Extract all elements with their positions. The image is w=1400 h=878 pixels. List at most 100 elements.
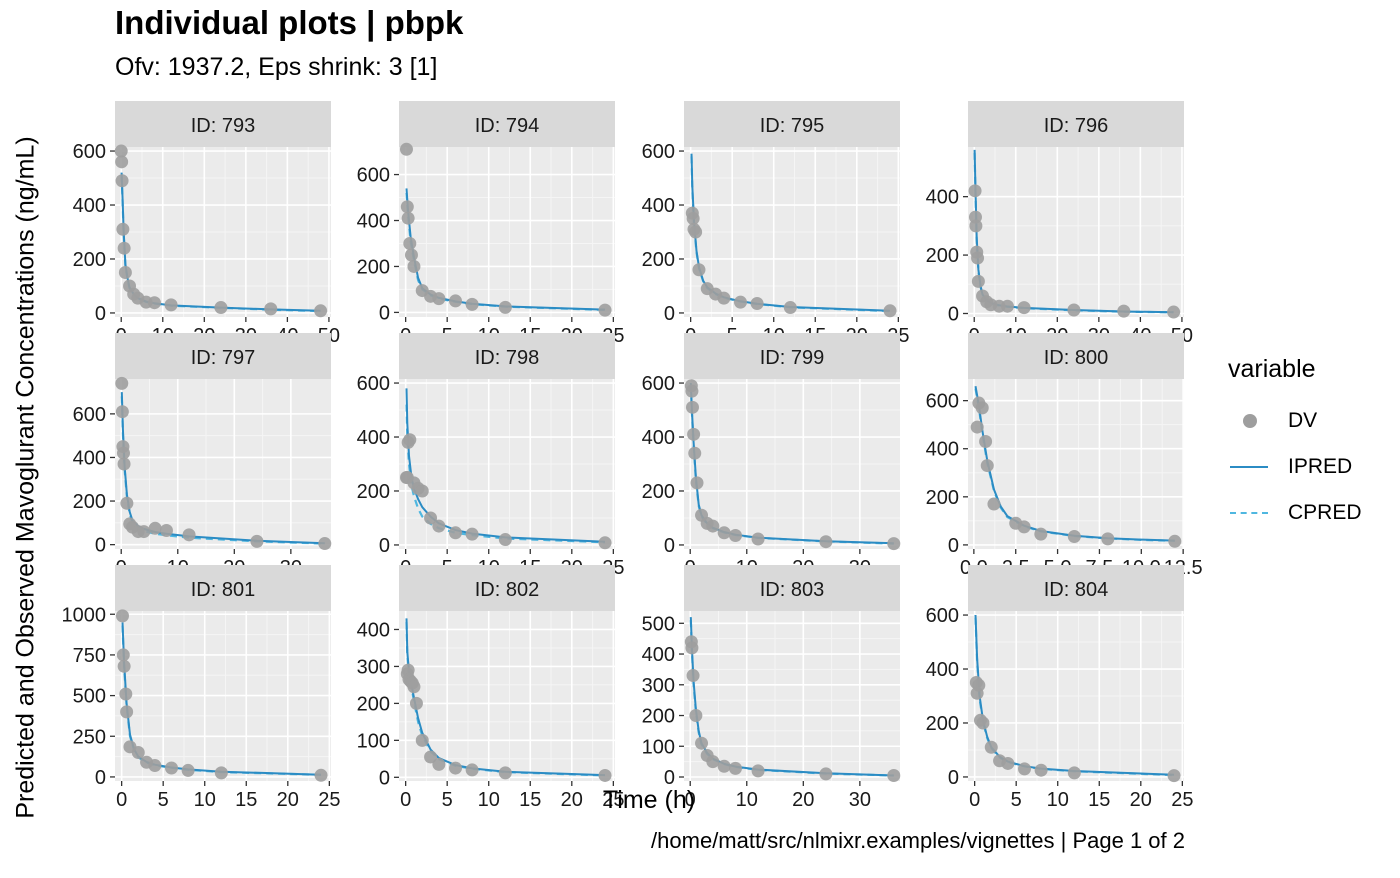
- legend: variable DV IPRED CPRED: [1228, 355, 1362, 536]
- dv-point: [688, 446, 702, 460]
- dv-point: [750, 297, 764, 311]
- legend-key-cpred: [1228, 496, 1272, 530]
- y-tick-label: 0: [948, 535, 959, 557]
- facet-strip: [399, 101, 615, 147]
- facet-panel: ID: 79405101520250200400600: [357, 101, 624, 347]
- y-tick-label: 250: [73, 726, 106, 748]
- y-tick-label: 0: [379, 535, 390, 557]
- panel-background: [115, 379, 331, 549]
- x-axis-label: Time (h): [602, 786, 696, 814]
- legend-label-cpred: CPRED: [1288, 501, 1362, 524]
- dv-point: [147, 296, 161, 310]
- y-tick-label: 600: [926, 605, 959, 627]
- dv-point: [465, 527, 479, 541]
- y-tick-label: 400: [642, 644, 675, 666]
- facet-strip: [684, 101, 900, 147]
- dv-point: [407, 259, 421, 273]
- facet-panel: ID: 804 0 5 10 15 20 25 0 200 400 600: [926, 565, 1193, 811]
- y-tick-label: 500: [642, 613, 675, 635]
- dv-point: [751, 764, 765, 778]
- dv-point: [971, 274, 985, 288]
- legend-item-cpred: CPRED: [1228, 490, 1362, 536]
- facet-strip-label: ID: 804: [1044, 579, 1108, 601]
- dv-point: [137, 525, 151, 539]
- dv-point: [401, 211, 415, 225]
- dv-point: [717, 526, 731, 540]
- dv-point: [448, 526, 462, 540]
- dv-point: [598, 768, 612, 782]
- dv-point: [690, 476, 704, 490]
- facet-panel: ID: 79901020300200400600: [642, 333, 901, 579]
- dv-point: [148, 521, 162, 535]
- y-tick-label: 600: [73, 141, 106, 163]
- x-tick-label: 10: [194, 789, 216, 811]
- y-tick-label: 0: [664, 303, 675, 325]
- dv-point: [689, 225, 703, 239]
- x-tick-label: 0: [969, 789, 980, 811]
- y-tick-label: 400: [357, 211, 390, 233]
- dv-point: [399, 142, 413, 156]
- dv-point: [214, 766, 228, 780]
- x-tick-label: 20: [1130, 789, 1152, 811]
- x-tick-label: 0: [400, 789, 411, 811]
- dv-point: [1017, 520, 1031, 534]
- y-tick-label: 400: [357, 427, 390, 449]
- dv-point: [159, 523, 173, 537]
- y-tick-label: 400: [73, 447, 106, 469]
- facet-strip-label: ID: 801: [191, 579, 255, 601]
- facet-strip: [968, 101, 1184, 147]
- y-tick-label: 200: [926, 487, 959, 509]
- facet-strip: [399, 565, 615, 611]
- dv-point: [1001, 756, 1015, 770]
- facet-strip-label: ID: 795: [760, 115, 824, 137]
- dv-point: [115, 405, 129, 419]
- dv-point: [984, 740, 998, 754]
- dv-point: [407, 680, 421, 694]
- y-tick-label: 200: [357, 256, 390, 278]
- facet-strip: [399, 333, 615, 379]
- dv-point: [819, 767, 833, 781]
- facet-strip-label: ID: 793: [191, 115, 255, 137]
- dv-point: [819, 535, 833, 549]
- y-tick-label: 500: [73, 686, 106, 708]
- dv-point: [987, 497, 1001, 511]
- dv-point: [887, 537, 901, 551]
- x-tick-label: 5: [442, 789, 453, 811]
- x-tick-label: 15: [235, 789, 257, 811]
- facet-panel: ID: 802 0 5 10 15 20 25 0 100 200 300 400: [357, 565, 624, 811]
- y-tick-label: 0: [664, 767, 675, 789]
- y-tick-label: 200: [73, 249, 106, 271]
- dv-point: [1034, 763, 1048, 777]
- dv-point: [214, 301, 228, 315]
- facet-strip: [684, 333, 900, 379]
- y-tick-label: 1000: [62, 604, 107, 626]
- dv-point: [498, 533, 512, 547]
- dv-point: [887, 768, 901, 782]
- dv-point: [883, 304, 897, 318]
- dv-point: [1067, 766, 1081, 780]
- dv-point: [403, 236, 417, 250]
- dv-point: [424, 750, 438, 764]
- y-tick-label: 0: [948, 303, 959, 325]
- dv-point: [1101, 532, 1115, 546]
- y-tick-label: 200: [357, 481, 390, 503]
- y-tick-label: 600: [357, 373, 390, 395]
- legend-label-dv: DV: [1288, 409, 1318, 432]
- x-tick-label: 25: [318, 789, 340, 811]
- dv-point: [980, 459, 994, 473]
- dv-point: [1017, 301, 1031, 315]
- facet-panel: ID: 79805101520250200400600: [357, 333, 624, 579]
- y-tick-label: 200: [642, 249, 675, 271]
- dv-point: [695, 736, 709, 750]
- legend-key-ipred: [1228, 450, 1272, 484]
- dv-point: [598, 303, 612, 317]
- facet-strip-label: ID: 798: [475, 347, 539, 369]
- dv-point: [1000, 299, 1014, 313]
- dv-point: [403, 433, 417, 447]
- dv-point: [692, 263, 706, 277]
- dv-point: [972, 678, 986, 692]
- x-tick-label: 25: [602, 789, 624, 811]
- dv-point: [432, 757, 446, 771]
